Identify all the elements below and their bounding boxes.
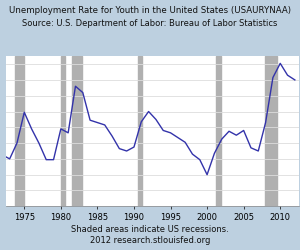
Bar bbox=[15, 56, 24, 206]
Bar bbox=[72, 56, 82, 206]
Text: Unemployment Rate for Youth in the United States (USAURYNAA): Unemployment Rate for Youth in the Unite… bbox=[9, 6, 291, 15]
Bar bbox=[265, 56, 277, 206]
Text: Shaded areas indicate US recessions.: Shaded areas indicate US recessions. bbox=[71, 225, 229, 234]
Bar bbox=[138, 56, 142, 206]
Text: Source: U.S. Department of Labor: Bureau of Labor Statistics: Source: U.S. Department of Labor: Bureau… bbox=[22, 19, 278, 28]
Text: 2012 research.stlouisfed.org: 2012 research.stlouisfed.org bbox=[90, 236, 210, 245]
Bar bbox=[216, 56, 221, 206]
Bar bbox=[61, 56, 64, 206]
